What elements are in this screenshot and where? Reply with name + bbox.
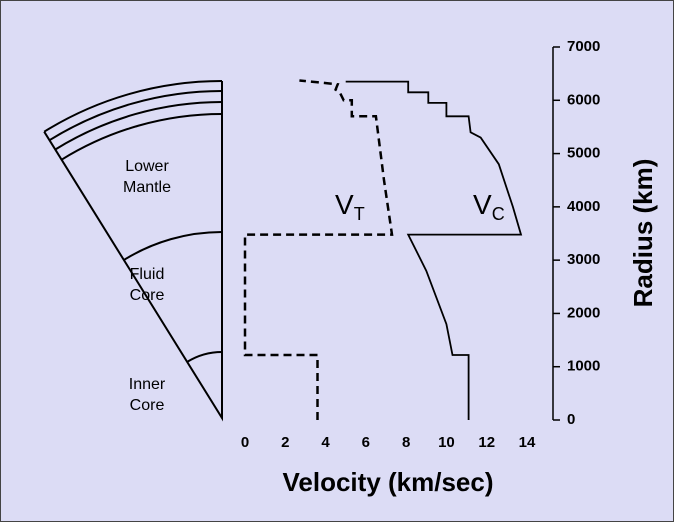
wedge-edge xyxy=(43,81,223,422)
y-tick-label: 6000 xyxy=(567,91,600,108)
y-tick-label: 7000 xyxy=(567,38,600,55)
y-tick-label: 5000 xyxy=(567,145,600,162)
wedge-boundary xyxy=(48,90,223,142)
annotation: VT xyxy=(335,189,365,223)
x-tick-label: 4 xyxy=(321,434,330,451)
annotation: VC xyxy=(473,189,505,223)
x-tick-label: 2 xyxy=(281,434,289,451)
wedge-boundary xyxy=(123,231,223,261)
y-tick-label: 1000 xyxy=(567,358,600,375)
x-tick-label: 12 xyxy=(478,434,495,451)
region-label: Fluid xyxy=(130,266,165,283)
region-label: Lower xyxy=(125,158,169,175)
region-label: Core xyxy=(130,287,165,304)
x-tick-label: 6 xyxy=(362,434,370,451)
y-tick-label: 0 xyxy=(567,411,575,428)
x-tick-label: 8 xyxy=(402,434,410,451)
y-axis-title: Radius (km) xyxy=(628,159,658,308)
y-tick-label: 2000 xyxy=(567,304,600,321)
series-line xyxy=(345,80,523,420)
annotation-text: V xyxy=(473,189,492,220)
region-label: Inner xyxy=(129,376,166,393)
y-tick-label: 3000 xyxy=(567,251,600,268)
annotation-subscript: T xyxy=(354,204,365,224)
x-axis-title: Velocity (km/sec) xyxy=(283,467,494,497)
y-tick-label: 4000 xyxy=(567,198,600,215)
x-tick-label: 14 xyxy=(519,434,536,451)
series-line xyxy=(243,79,394,420)
x-tick-label: 10 xyxy=(438,434,455,451)
wedge-boundary xyxy=(61,112,223,161)
annotation-subscript: C xyxy=(492,204,505,224)
wedge-boundary xyxy=(54,101,223,151)
region-label: Core xyxy=(130,397,165,414)
x-tick-label: 0 xyxy=(241,434,249,451)
region-label: Mantle xyxy=(123,179,171,196)
wedge-boundary xyxy=(43,80,223,133)
annotation-text: V xyxy=(335,189,354,220)
wedge-boundary xyxy=(186,350,223,363)
